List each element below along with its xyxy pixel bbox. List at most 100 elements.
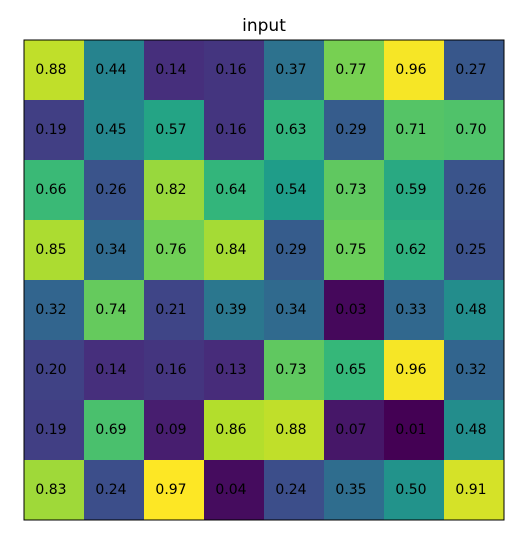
cell-label: 0.77: [335, 62, 366, 78]
cell-label: 0.64: [215, 182, 246, 198]
cell-label: 0.66: [35, 182, 66, 198]
cell-label: 0.83: [35, 482, 66, 498]
cell-label: 0.88: [275, 422, 306, 438]
heatmap-cell: [444, 340, 504, 400]
chart-title: input: [242, 16, 286, 36]
heatmap-cell: [264, 100, 324, 160]
heatmap-cell: [144, 340, 204, 400]
heatmap-cell: [384, 160, 444, 220]
heatmap-cell: [84, 400, 144, 460]
heatmap-cell: [84, 100, 144, 160]
heatmap-cell: [204, 340, 264, 400]
heatmap-cell: [324, 40, 384, 100]
heatmap-cell: [24, 220, 84, 280]
cell-label: 0.26: [95, 182, 126, 198]
cell-label: 0.96: [395, 62, 426, 78]
cell-label: 0.09: [155, 422, 186, 438]
heatmap-cell: [84, 220, 144, 280]
cell-label: 0.88: [35, 62, 66, 78]
cell-label: 0.37: [275, 62, 306, 78]
cell-label: 0.71: [395, 122, 426, 138]
heatmap-cell: [204, 160, 264, 220]
heatmap-cell: [24, 280, 84, 340]
heatmap-cell: [84, 340, 144, 400]
heatmap-cell: [204, 220, 264, 280]
cell-label: 0.96: [395, 362, 426, 378]
heatmap-cell: [384, 400, 444, 460]
heatmap-cell: [144, 160, 204, 220]
cell-label: 0.13: [215, 362, 246, 378]
heatmap-cell: [264, 220, 324, 280]
cell-label: 0.19: [35, 122, 66, 138]
cell-label: 0.39: [215, 302, 246, 318]
cell-label: 0.62: [395, 242, 426, 258]
cell-label: 0.29: [335, 122, 366, 138]
heatmap-cell: [384, 460, 444, 520]
cell-label: 0.32: [455, 362, 486, 378]
cell-label: 0.16: [215, 122, 246, 138]
heatmap-cell: [324, 400, 384, 460]
plot-frame: [23, 39, 505, 521]
heatmap-cell: [324, 100, 384, 160]
cell-label: 0.48: [455, 422, 486, 438]
cell-label: 0.34: [95, 242, 126, 258]
cell-label: 0.44: [95, 62, 126, 78]
cell-label: 0.82: [155, 182, 186, 198]
cell-label: 0.25: [455, 242, 486, 258]
cell-label: 0.57: [155, 122, 186, 138]
cell-label: 0.48: [455, 302, 486, 318]
heatmap-cell: [84, 280, 144, 340]
heatmap-cell: [384, 100, 444, 160]
cell-label: 0.45: [95, 122, 126, 138]
heatmap-cell: [444, 280, 504, 340]
cell-label: 0.54: [275, 182, 306, 198]
cell-label: 0.16: [155, 362, 186, 378]
heatmap-cell: [384, 340, 444, 400]
heatmap-cell: [84, 160, 144, 220]
cell-label: 0.63: [275, 122, 306, 138]
cell-label: 0.32: [35, 302, 66, 318]
cell-label: 0.65: [335, 362, 366, 378]
heatmap-cell: [384, 280, 444, 340]
cell-label: 0.24: [275, 482, 306, 498]
heatmap-cell: [204, 280, 264, 340]
cell-label: 0.29: [275, 242, 306, 258]
heatmap-cell: [204, 40, 264, 100]
heatmap-cell: [144, 460, 204, 520]
heatmap-cell: [444, 100, 504, 160]
heatmap-cell: [144, 40, 204, 100]
heatmap-cell: [24, 340, 84, 400]
cell-label: 0.91: [455, 482, 486, 498]
heatmap-cell: [204, 400, 264, 460]
cell-label: 0.74: [95, 302, 126, 318]
heatmap-cell: [144, 400, 204, 460]
cell-label: 0.76: [155, 242, 186, 258]
heatmap-cell: [444, 220, 504, 280]
heatmap-cell: [264, 280, 324, 340]
heatmap-cell: [24, 160, 84, 220]
cell-label: 0.86: [215, 422, 246, 438]
heatmap-cell: [204, 460, 264, 520]
heatmap-cell: [84, 460, 144, 520]
cell-label: 0.21: [155, 302, 186, 318]
cell-label: 0.04: [215, 482, 246, 498]
cell-label: 0.97: [155, 482, 186, 498]
heatmap-cell: [264, 460, 324, 520]
heatmap-cell: [384, 40, 444, 100]
cell-label: 0.50: [395, 482, 426, 498]
cell-label: 0.03: [335, 302, 366, 318]
heatmap-cell: [324, 460, 384, 520]
heatmap-cell: [264, 40, 324, 100]
cell-label: 0.19: [35, 422, 66, 438]
heatmap-cell: [324, 160, 384, 220]
heatmap-cell: [324, 340, 384, 400]
heatmap-cell: [264, 400, 324, 460]
cell-label: 0.34: [275, 302, 306, 318]
heatmap-cell: [24, 40, 84, 100]
cell-label: 0.73: [335, 182, 366, 198]
heatmap-cell: [444, 400, 504, 460]
heatmap-cell: [144, 100, 204, 160]
cell-label: 0.14: [155, 62, 186, 78]
